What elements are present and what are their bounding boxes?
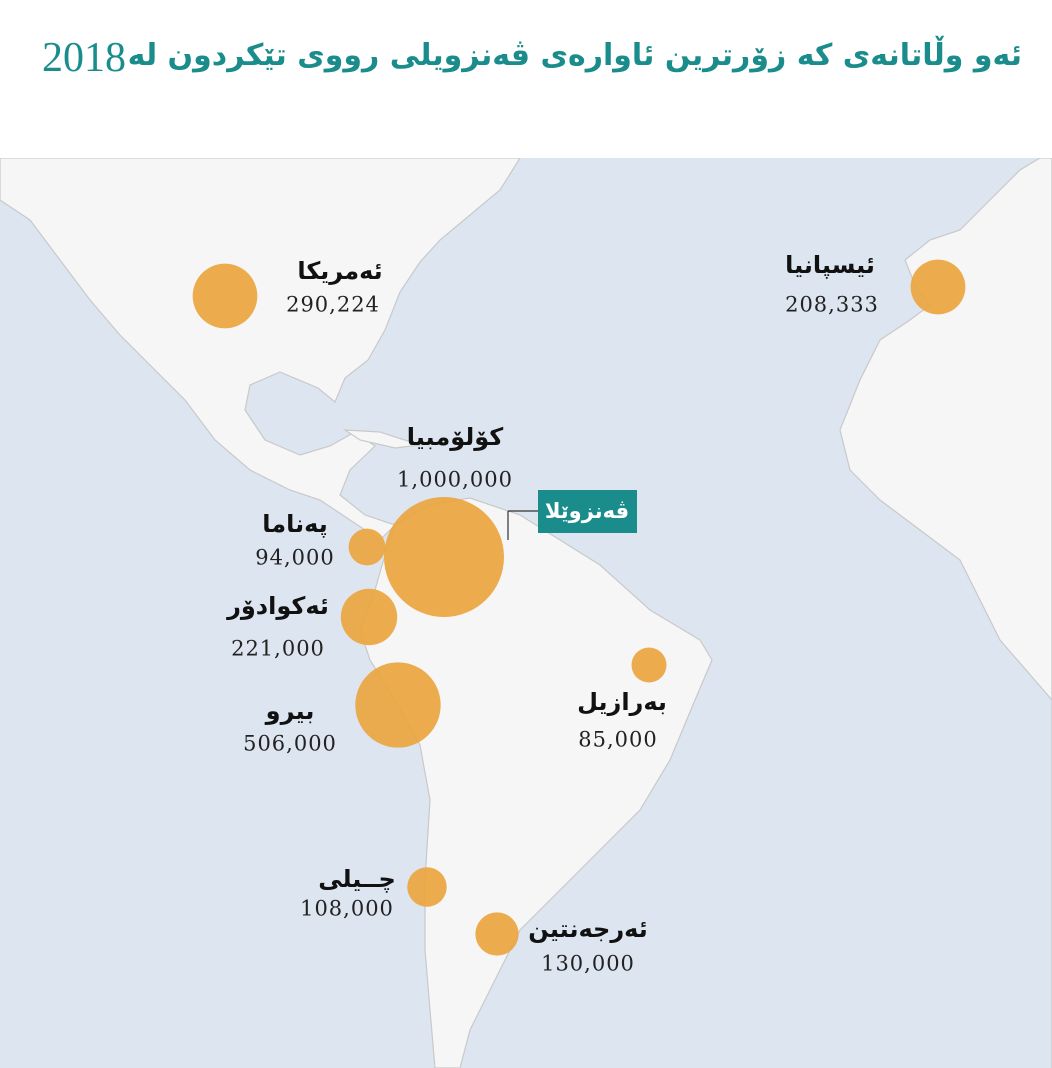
country-name: بەرازیل (577, 688, 667, 716)
origin-box (538, 490, 637, 533)
bubble (192, 263, 258, 329)
country-value: 108,000 (300, 897, 394, 921)
country-value: 290,224 (286, 293, 380, 317)
country-name: ئەکوادۆر (226, 592, 329, 620)
cuba (342, 429, 421, 449)
land (0, 158, 1052, 1068)
bubble (348, 528, 386, 566)
country-value: 85,000 (578, 728, 657, 752)
country-name: چــیلی (318, 865, 396, 893)
country-value: 94,000 (255, 546, 334, 570)
country-name: بیرو (265, 697, 315, 725)
bubble (475, 912, 519, 956)
origin-label: ڤەنزوێلا (545, 499, 629, 523)
europe-africa (839, 158, 1052, 1068)
title-year: 2018 (42, 35, 126, 81)
bubble (340, 588, 398, 646)
country-name: ئەمریکا (297, 257, 382, 285)
country-name: ئەرجەنتین (528, 915, 647, 943)
bubble (910, 259, 966, 315)
country-value: 130,000 (541, 952, 635, 976)
bubble (384, 497, 504, 617)
country-value: 1,000,000 (397, 468, 513, 492)
bubble (631, 647, 667, 683)
country-name: ئیسپانیا (785, 251, 875, 279)
country-value: 221,000 (231, 637, 325, 661)
country-name: کۆلۆمبیا (407, 423, 504, 451)
country-name: پەناما (262, 510, 327, 538)
country-value: 506,000 (243, 732, 337, 756)
country-value: 208,333 (785, 293, 879, 317)
bubble (355, 662, 441, 748)
title: ئەو وڵاتانەی کە زۆرترین ئاوارەی ڤەنزویلی… (127, 38, 1022, 73)
map: ڤەنزوێلا ئەمریکا 290,224 ئیسپانیا 208,333 کۆ… (0, 158, 1052, 1068)
bubble (407, 867, 447, 907)
